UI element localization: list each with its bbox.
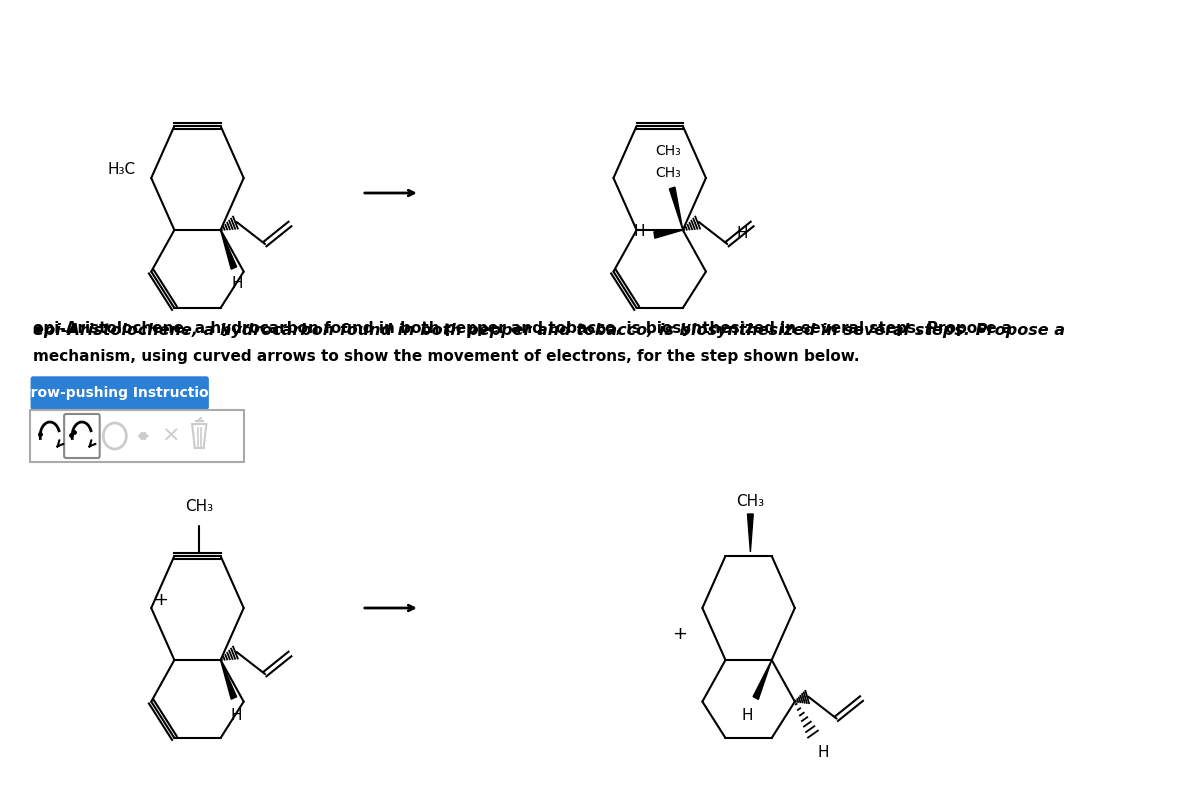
Polygon shape bbox=[221, 230, 236, 269]
Polygon shape bbox=[748, 514, 754, 552]
Text: H: H bbox=[634, 225, 646, 239]
Polygon shape bbox=[221, 660, 236, 699]
Text: H: H bbox=[232, 276, 244, 291]
Text: H: H bbox=[230, 708, 242, 723]
Text: CH₃: CH₃ bbox=[185, 499, 214, 514]
Text: CH₃: CH₃ bbox=[655, 144, 680, 158]
Text: CH₃: CH₃ bbox=[655, 166, 680, 180]
Text: mechanism, using curved arrows to show the movement of electrons, for the step s: mechanism, using curved arrows to show t… bbox=[34, 348, 859, 364]
Text: Arrow-pushing Instructions: Arrow-pushing Instructions bbox=[13, 386, 227, 400]
Text: epi-Aristolochene, a hydrocarbon found in both pepper and tobacco, is biosynthes: epi-Aristolochene, a hydrocarbon found i… bbox=[34, 322, 1066, 338]
Polygon shape bbox=[654, 230, 683, 238]
Text: ×: × bbox=[162, 426, 180, 446]
FancyBboxPatch shape bbox=[31, 377, 208, 409]
Text: CH₃: CH₃ bbox=[737, 494, 764, 509]
Polygon shape bbox=[754, 660, 772, 700]
Polygon shape bbox=[670, 187, 683, 230]
Text: epi-Aristolochene, a hydrocarbon found in both pepper and tobacco, is biosynthes: epi-Aristolochene, a hydrocarbon found i… bbox=[34, 321, 1012, 335]
Text: H₃C: H₃C bbox=[107, 162, 136, 178]
FancyBboxPatch shape bbox=[30, 410, 244, 462]
Text: +: + bbox=[152, 591, 168, 609]
Text: +: + bbox=[672, 625, 686, 643]
Text: H: H bbox=[736, 225, 748, 241]
Text: H: H bbox=[742, 708, 752, 723]
Text: H: H bbox=[817, 745, 829, 760]
FancyBboxPatch shape bbox=[64, 414, 100, 458]
